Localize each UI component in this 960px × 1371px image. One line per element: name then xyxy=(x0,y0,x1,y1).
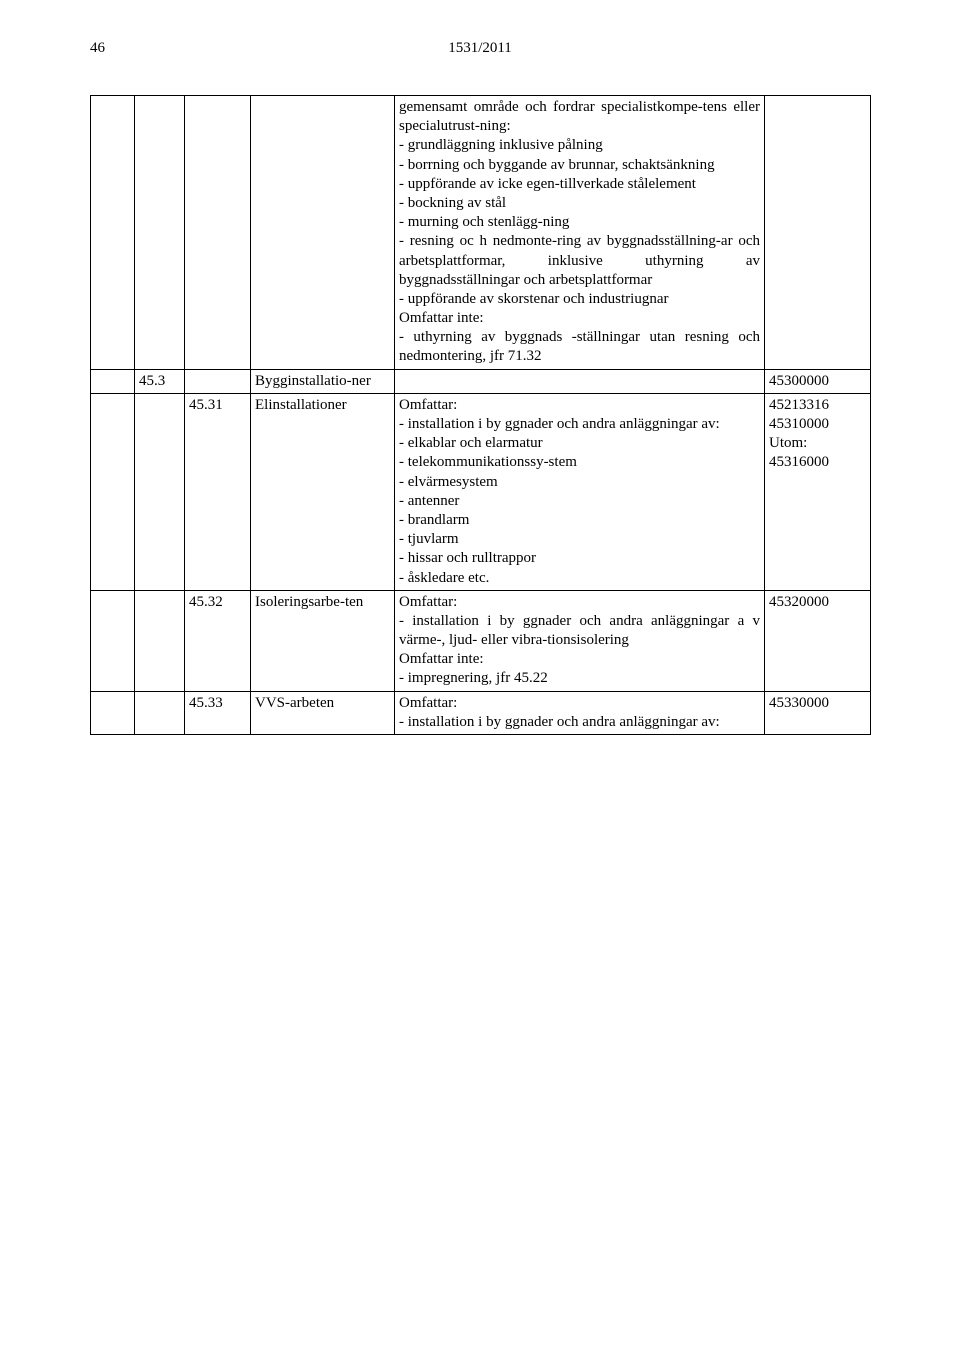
table-cell: 45320000 xyxy=(765,590,871,691)
table-cell xyxy=(185,369,251,393)
table-cell xyxy=(185,96,251,370)
table-row: gemensamt område och fordrar specialistk… xyxy=(91,96,871,370)
table-row: 45.32Isoleringsarbe-tenOmfattar:- instal… xyxy=(91,590,871,691)
table-row: 45.33VVS-arbetenOmfattar:- installation … xyxy=(91,691,871,734)
table-cell: Omfattar:- installation i by ggnader och… xyxy=(395,590,765,691)
table-cell xyxy=(91,691,135,734)
table-cell: Bygginstallatio-ner xyxy=(251,369,395,393)
table-cell xyxy=(91,393,135,590)
table-cell xyxy=(91,369,135,393)
table-cell: Omfattar:- installation i by ggnader och… xyxy=(395,393,765,590)
table-cell xyxy=(91,96,135,370)
table-cell: 4521331645310000Utom:45316000 xyxy=(765,393,871,590)
table-cell: Omfattar:- installation i by ggnader och… xyxy=(395,691,765,734)
table-row: 45.3 Bygginstallatio-ner 45300000 xyxy=(91,369,871,393)
table-cell: 45.33 xyxy=(185,691,251,734)
table-cell: VVS-arbeten xyxy=(251,691,395,734)
table-cell: 45.32 xyxy=(185,590,251,691)
content-table: gemensamt område och fordrar specialistk… xyxy=(90,95,871,735)
doc-ref: 1531/2011 xyxy=(130,40,870,57)
table-cell xyxy=(91,590,135,691)
table-row: 45.31ElinstallationerOmfattar:- installa… xyxy=(91,393,871,590)
table-cell xyxy=(765,96,871,370)
table-cell: Elinstallationer xyxy=(251,393,395,590)
table-cell: 45300000 xyxy=(765,369,871,393)
table-cell xyxy=(135,691,185,734)
table-cell: Isoleringsarbe-ten xyxy=(251,590,395,691)
table-cell: gemensamt område och fordrar specialistk… xyxy=(395,96,765,370)
table-cell: 45330000 xyxy=(765,691,871,734)
table-cell xyxy=(135,590,185,691)
page: 46 1531/2011 gemensamt område och fordra… xyxy=(0,0,960,735)
page-header: 46 1531/2011 xyxy=(90,40,870,57)
table-cell: 45.3 xyxy=(135,369,185,393)
table-cell xyxy=(135,96,185,370)
page-number: 46 xyxy=(90,40,130,57)
table-cell xyxy=(395,369,765,393)
table-cell xyxy=(251,96,395,370)
table-cell xyxy=(135,393,185,590)
table-cell: 45.31 xyxy=(185,393,251,590)
